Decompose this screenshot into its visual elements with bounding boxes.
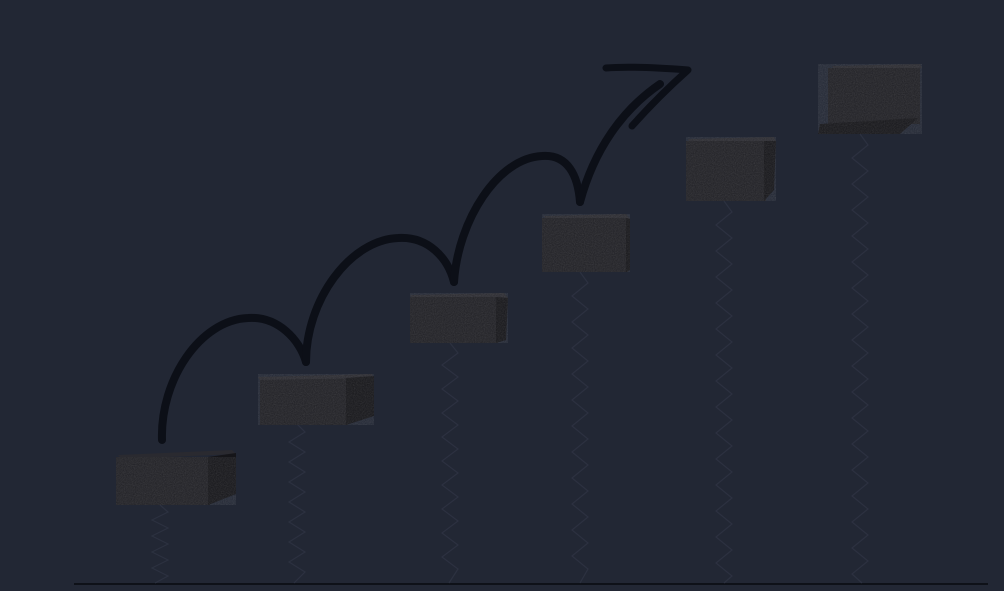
springs	[150, 133, 869, 584]
block-step-1	[116, 450, 236, 505]
block-step-4	[542, 214, 630, 272]
block-step-2	[258, 374, 374, 425]
arrow-hop-2	[302, 233, 458, 366]
spring-5	[715, 200, 733, 584]
block-step-6	[818, 64, 922, 134]
spring-1	[150, 504, 170, 584]
spring-4	[571, 271, 589, 584]
arrow-hop-3	[450, 151, 584, 286]
block-step-3	[410, 293, 508, 343]
block-step-5	[686, 137, 776, 201]
spring-2	[287, 423, 307, 584]
spring-3	[441, 342, 459, 584]
spring-6	[851, 133, 869, 584]
arrow-head	[602, 63, 692, 130]
arrow-hop-4	[576, 80, 664, 206]
growth-arrow	[157, 63, 692, 444]
arrow-hop-1	[157, 313, 310, 444]
